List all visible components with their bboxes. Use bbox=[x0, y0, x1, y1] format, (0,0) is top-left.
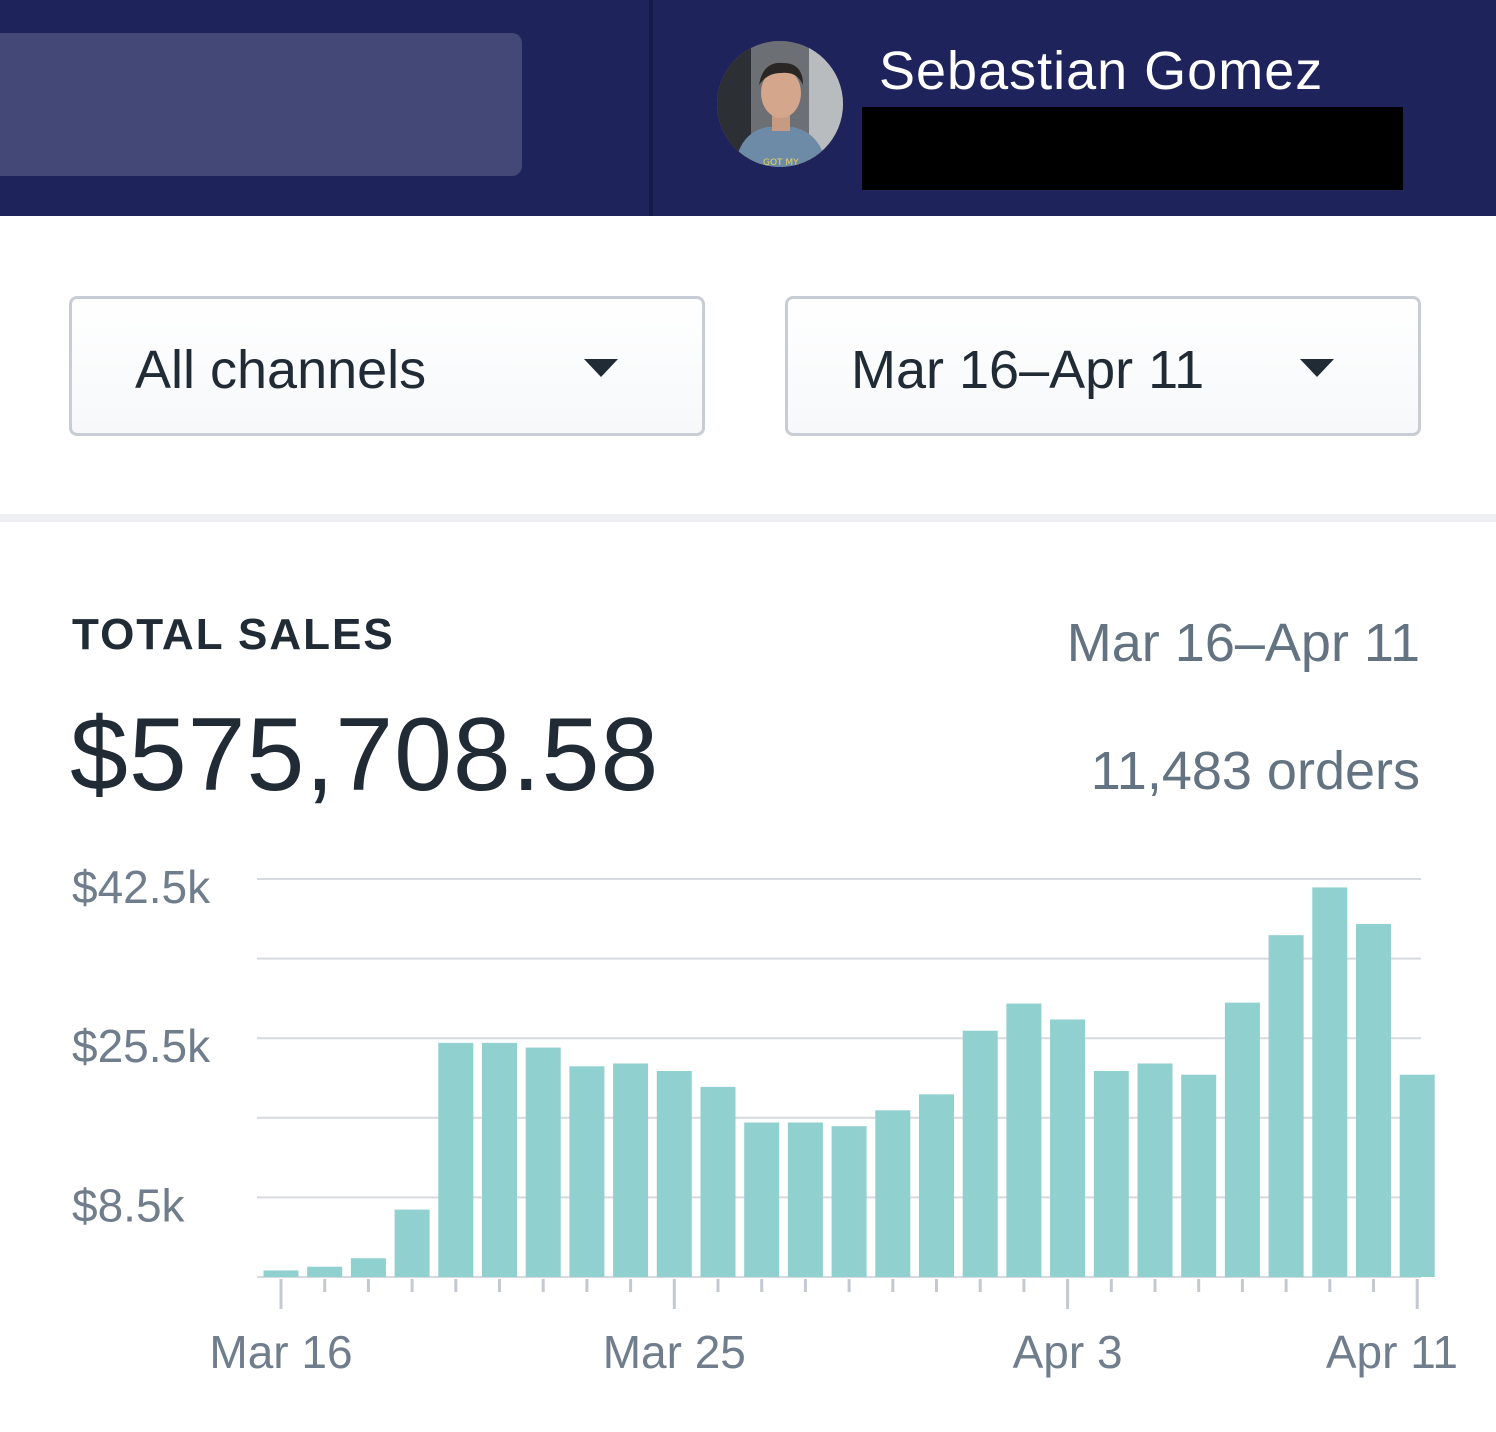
bar bbox=[1224, 1002, 1260, 1277]
total-sales-title: TOTAL SALES bbox=[72, 610, 395, 659]
bar bbox=[1181, 1074, 1217, 1277]
bar bbox=[1137, 1063, 1173, 1277]
x-tick-label: Mar 16 bbox=[209, 1326, 352, 1378]
total-sales-value: $575,708.58 bbox=[70, 697, 660, 813]
bar bbox=[1399, 1074, 1435, 1277]
orders-count: 11,483 orders bbox=[1090, 741, 1420, 801]
bar bbox=[263, 1270, 299, 1277]
svg-text:GOT MY: GOT MY bbox=[763, 158, 799, 167]
summary-date-range: Mar 16–Apr 11 bbox=[1066, 613, 1420, 673]
top-bar-divider bbox=[649, 0, 653, 216]
bar bbox=[1006, 1003, 1042, 1277]
channel-select[interactable]: All channels bbox=[69, 296, 705, 436]
caret-down-icon bbox=[1300, 359, 1334, 377]
user-name: Sebastian Gomez bbox=[879, 41, 1324, 101]
y-tick-label: $42.5k bbox=[72, 861, 211, 913]
avatar[interactable]: GOT MY bbox=[717, 41, 843, 167]
avatar-photo-icon: GOT MY bbox=[717, 41, 843, 167]
bar bbox=[919, 1094, 954, 1277]
bar bbox=[962, 1030, 998, 1277]
bar bbox=[438, 1042, 474, 1277]
bar bbox=[700, 1086, 736, 1277]
x-tick-label: Mar 25 bbox=[603, 1326, 746, 1378]
bar bbox=[831, 1126, 867, 1277]
bar bbox=[613, 1063, 649, 1277]
bar bbox=[1093, 1070, 1129, 1277]
y-tick-label: $8.5k bbox=[72, 1179, 186, 1231]
bar bbox=[350, 1258, 386, 1277]
bar bbox=[1356, 923, 1391, 1277]
bar bbox=[1050, 1019, 1086, 1277]
bar bbox=[569, 1066, 605, 1277]
y-tick-label: $25.5k bbox=[72, 1020, 211, 1072]
bar bbox=[744, 1122, 780, 1277]
bar bbox=[1312, 887, 1348, 1277]
date-range-select-value: Mar 16–Apr 11 bbox=[851, 340, 1205, 400]
search-bar[interactable] bbox=[0, 33, 522, 176]
date-range-select[interactable]: Mar 16–Apr 11 bbox=[785, 296, 1421, 436]
section-divider bbox=[0, 514, 1496, 522]
bar bbox=[787, 1122, 823, 1277]
top-bar: GOT MY Sebastian Gomez bbox=[0, 0, 1496, 216]
x-tick-label: Apr 3 bbox=[1013, 1326, 1123, 1378]
bar bbox=[875, 1110, 911, 1277]
bar bbox=[394, 1209, 430, 1277]
redacted-block bbox=[862, 107, 1403, 190]
bar bbox=[307, 1266, 343, 1277]
sales-bar-chart: $8.5k $25.5k $42.5k Mar 16 Mar 25 Apr 3 Apr 11 bbox=[72, 861, 1458, 1378]
bar bbox=[656, 1070, 692, 1277]
bar bbox=[482, 1042, 517, 1277]
caret-down-icon bbox=[584, 359, 618, 377]
channel-select-value: All channels bbox=[135, 340, 427, 400]
x-tick-label: Apr 11 bbox=[1326, 1326, 1458, 1378]
bar bbox=[525, 1047, 561, 1277]
bar bbox=[1268, 935, 1304, 1277]
